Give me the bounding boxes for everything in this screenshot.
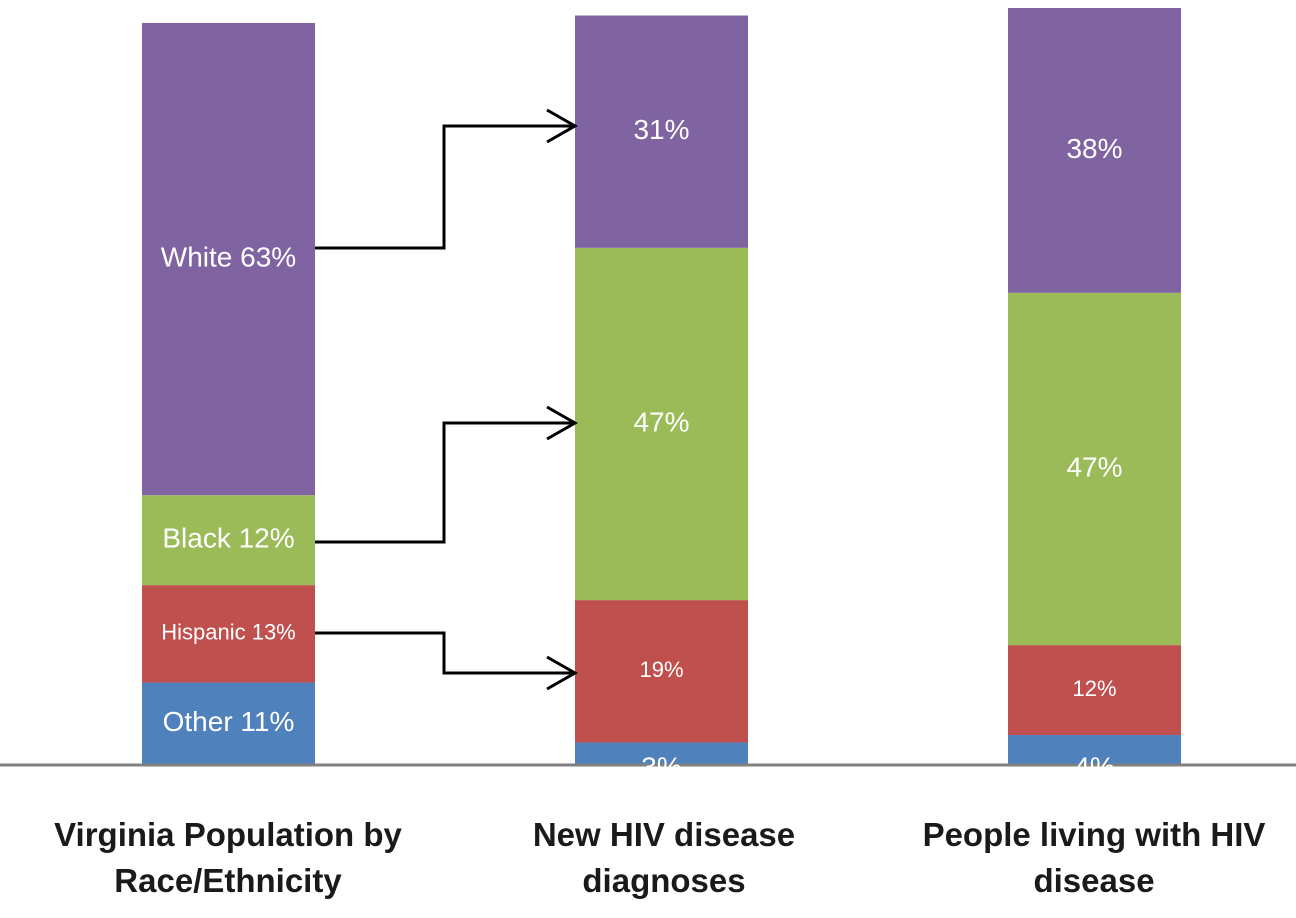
bar-black-3 (1008, 292, 1181, 646)
bar-other-1 (142, 682, 315, 765)
data-label-black-3: 47% (1066, 451, 1122, 482)
data-label-white-1: White 63% (161, 241, 296, 272)
bar-hispanic-3 (1008, 645, 1181, 736)
bar-other-2 (575, 742, 748, 765)
arrow-hispanic (315, 631, 575, 675)
data-label-hispanic-2: 19% (639, 657, 683, 682)
category-label-new-hiv-diagnoses: New HIV disease diagnoses (532, 816, 796, 899)
category-label-people-living-with-hiv: People living with HIV disease (922, 816, 1266, 899)
arrowhead-white (546, 108, 579, 144)
bar-other-3 (1008, 735, 1181, 765)
bar-hispanic-1 (142, 585, 315, 683)
data-label-other-1: Other 11% (163, 706, 295, 737)
data-label-other-2: 3% (641, 751, 681, 782)
data-label-hispanic-3: 12% (1072, 676, 1116, 701)
arrow-black (315, 421, 575, 544)
bar-white-1 (142, 22, 315, 496)
data-label-white-2: 31% (633, 114, 689, 145)
data-label-other-3: 4% (1074, 751, 1114, 782)
data-label-black-2: 47% (633, 406, 689, 437)
bar-white-3 (1008, 8, 1181, 293)
data-label-black-1: Black 12% (162, 523, 294, 554)
bar-black-1 (142, 495, 315, 586)
bar-white-2 (575, 15, 748, 248)
data-label-white-3: 38% (1066, 133, 1122, 164)
bar-black-2 (575, 247, 748, 601)
arrowhead-hispanic (546, 655, 579, 691)
category-label-virginia-population: Virginia Population by Race/Ethnicity (54, 816, 402, 899)
bar-hispanic-2 (575, 600, 748, 743)
data-label-hispanic-1: Hispanic 13% (161, 620, 296, 645)
arrowhead-black (546, 405, 579, 441)
arrow-white (315, 124, 575, 250)
